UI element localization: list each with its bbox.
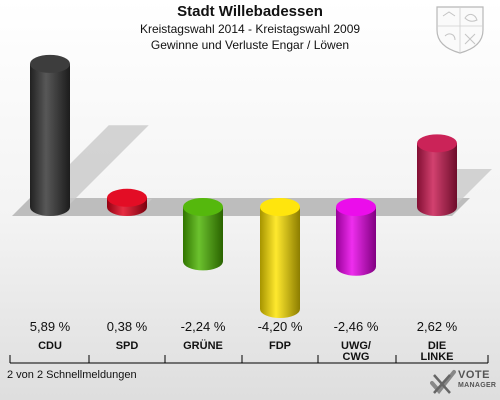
logo-tagline: MANAGER [458,382,497,389]
coat-of-arms-icon [436,6,484,54]
chart-title: Stadt Willebadessen [177,3,323,20]
value-label: -2,46 % [334,319,379,334]
value-labels: 5,89 % 0,38 % -2,24 % -4,20 % -2,46 % 2,62 % [30,319,458,334]
bar [336,207,376,276]
value-label: -2,24 % [181,319,226,334]
value-label: -4,20 % [258,319,303,334]
category-label: UWG/ [341,340,371,352]
category-label: DIE [428,340,446,352]
bar [183,207,223,271]
bar-top-cap [183,198,223,216]
chart-subtitle-elections: Kreistagswahl 2014 - Kreistagswahl 2009 [139,22,361,36]
chart-subtitle-area: Gewinne und Verluste Engar / Löwen [150,38,350,52]
category-label: CDU [38,340,62,352]
value-label: 0,38 % [107,319,148,334]
vote-check-icon [430,370,456,395]
value-label: 5,89 % [30,319,71,334]
value-label: 2,62 % [417,319,458,334]
footer-note: 2 von 2 Schnellmeldungen [7,369,137,381]
bar-top-cap [336,198,376,216]
vote-manager-logo: VOTE MANAGER [430,368,500,398]
bar-top-cap [260,198,300,216]
bar-top-cap [30,54,70,73]
bar [260,207,300,319]
bars [30,54,457,319]
category-label: CWG [343,351,370,363]
category-label: GRÜNE [183,339,223,352]
category-label: SPD [116,340,139,352]
category-label: LINKE [421,351,454,363]
bar-top-cap [417,134,457,153]
bar-top-cap [107,188,147,207]
baseline-band [12,198,470,216]
category-label: FDP [269,340,291,352]
logo-name: VOTE [458,369,490,381]
bar [417,143,457,216]
x-axis [9,355,489,364]
bar [30,63,70,216]
